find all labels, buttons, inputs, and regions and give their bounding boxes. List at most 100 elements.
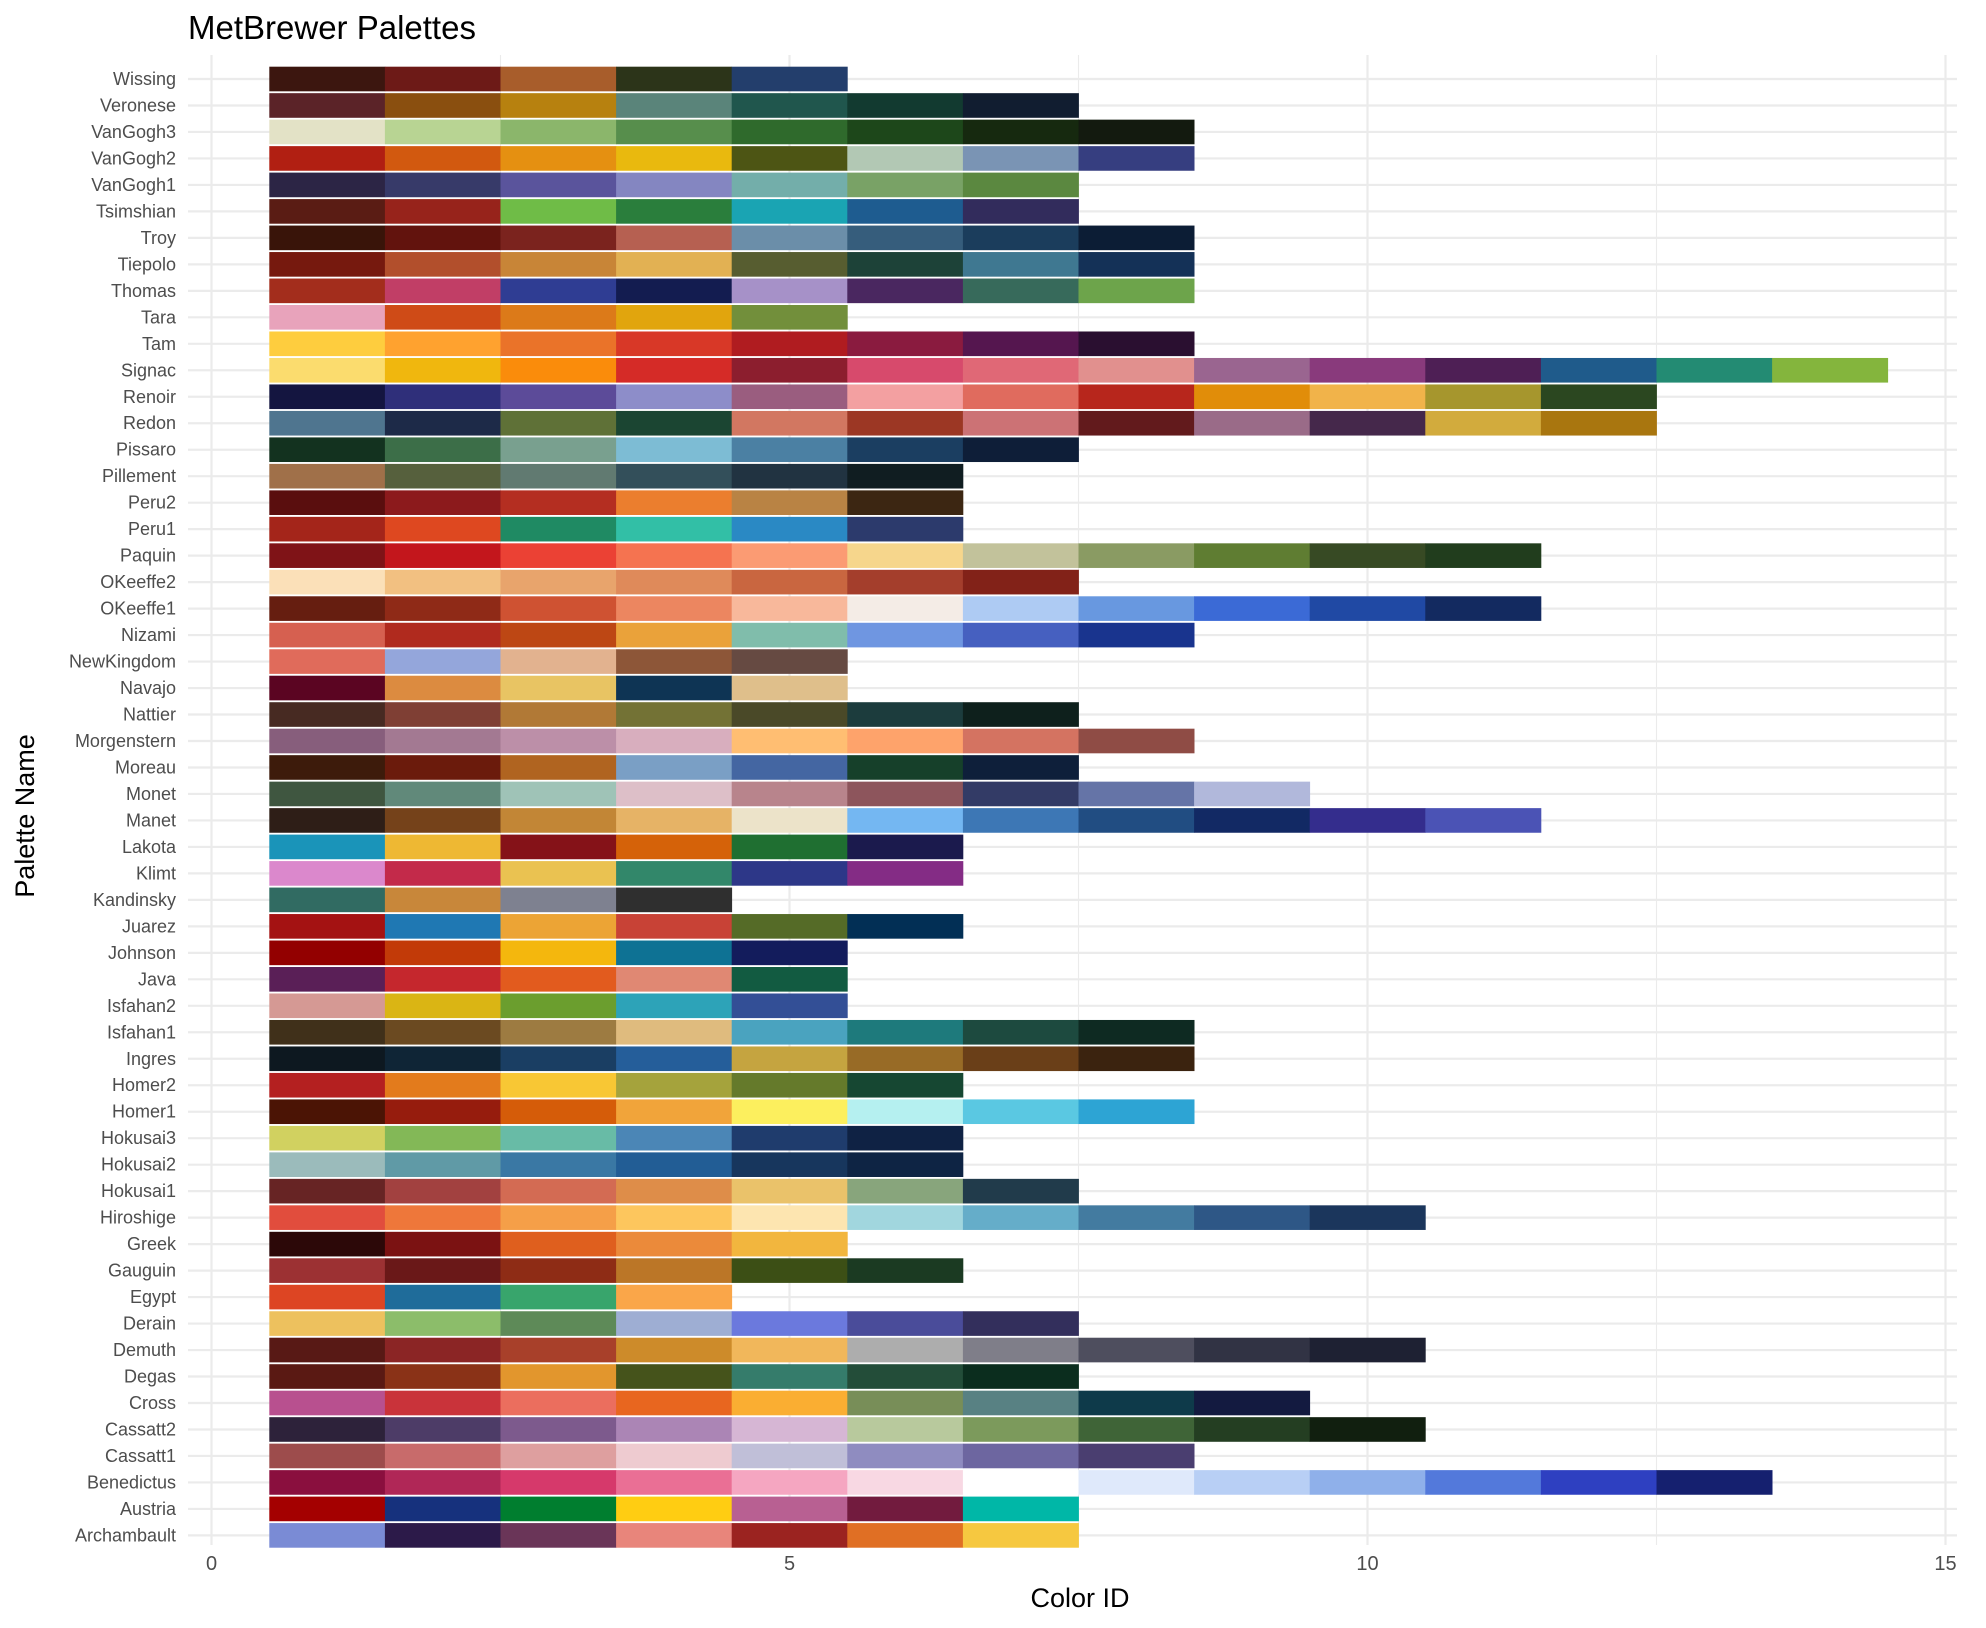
color-tile xyxy=(269,755,386,780)
color-tile xyxy=(1194,1390,1311,1416)
color-tile xyxy=(269,993,386,1019)
color-tile xyxy=(847,1470,964,1495)
color-tile xyxy=(962,146,1079,171)
color-tile xyxy=(269,622,386,648)
color-tile xyxy=(269,1019,386,1045)
x-axis-title: Color ID xyxy=(1030,1583,1129,1613)
color-tile xyxy=(1540,384,1657,410)
color-tile xyxy=(1194,1337,1311,1363)
y-tick-label: OKeeffe2 xyxy=(100,572,176,592)
color-tile xyxy=(384,1019,501,1045)
color-tile xyxy=(500,437,617,463)
color-tile xyxy=(269,781,386,807)
color-tile xyxy=(500,569,617,595)
color-tile xyxy=(847,1178,964,1204)
color-tile xyxy=(1078,781,1195,807)
color-tile xyxy=(847,278,964,304)
color-tile xyxy=(962,1019,1079,1045)
color-tile xyxy=(269,1125,386,1151)
color-tile xyxy=(384,199,501,224)
color-tile xyxy=(500,755,617,780)
color-tile xyxy=(731,1311,848,1336)
color-tile xyxy=(1194,410,1311,436)
color-tile xyxy=(269,861,386,886)
color-tile xyxy=(384,1523,501,1548)
y-tick-label: Pissaro xyxy=(116,440,176,460)
y-tick-label: Homer2 xyxy=(112,1075,176,1095)
color-tile xyxy=(1194,1470,1311,1495)
color-tile xyxy=(616,569,733,595)
color-tile xyxy=(269,649,386,674)
color-tile xyxy=(847,225,964,251)
color-tile xyxy=(616,331,733,357)
color-tile xyxy=(616,1046,733,1072)
color-tile xyxy=(1078,384,1195,410)
color-tile xyxy=(847,861,964,886)
color-tile xyxy=(384,1470,501,1495)
color-tile xyxy=(1309,543,1426,568)
color-tile xyxy=(384,728,501,754)
color-tile xyxy=(731,1364,848,1389)
color-tile xyxy=(731,1046,848,1072)
color-tile xyxy=(269,1417,386,1442)
color-tile xyxy=(731,93,848,118)
color-tile xyxy=(500,357,617,383)
color-tile xyxy=(731,755,848,780)
color-tile xyxy=(269,437,386,463)
color-tile xyxy=(1078,1390,1195,1416)
color-tile xyxy=(269,1099,386,1125)
y-tick-label: VanGogh2 xyxy=(91,148,176,168)
color-tile xyxy=(616,914,733,939)
color-tile xyxy=(500,1364,617,1389)
color-tile xyxy=(616,463,733,489)
color-tile xyxy=(962,252,1079,277)
color-tile xyxy=(269,543,386,568)
color-tile xyxy=(731,1152,848,1177)
color-tile xyxy=(269,1337,386,1363)
color-tile xyxy=(616,967,733,992)
color-tile xyxy=(616,1390,733,1416)
color-tile xyxy=(500,490,617,515)
color-tile xyxy=(616,940,733,966)
color-tile xyxy=(962,1099,1079,1125)
color-tile xyxy=(384,1125,501,1151)
color-tile xyxy=(616,357,733,383)
y-tick-label: Isfahan2 xyxy=(107,996,176,1016)
color-tile xyxy=(384,225,501,251)
color-tile xyxy=(847,702,964,727)
y-tick-label: Manet xyxy=(126,810,176,830)
color-tile xyxy=(962,1496,1079,1522)
color-tile xyxy=(616,437,733,463)
color-tile xyxy=(384,887,501,913)
color-tile xyxy=(731,225,848,251)
color-tile xyxy=(731,1019,848,1045)
y-tick-label: Peru1 xyxy=(128,519,176,539)
y-tick-label: Tara xyxy=(141,307,177,327)
color-tile xyxy=(962,172,1079,198)
color-tile xyxy=(616,596,733,621)
color-tile xyxy=(731,569,848,595)
color-tile xyxy=(616,384,733,410)
color-tile xyxy=(1309,384,1426,410)
color-tile xyxy=(616,410,733,436)
color-tile xyxy=(1194,357,1311,383)
y-tick-label: Gauguin xyxy=(108,1261,176,1281)
color-tile xyxy=(384,967,501,992)
color-tile xyxy=(269,1364,386,1389)
color-tile xyxy=(269,1470,386,1495)
color-tile xyxy=(500,543,617,568)
color-tile xyxy=(616,993,733,1019)
y-tick-label: Paquin xyxy=(120,546,176,566)
color-tile xyxy=(384,172,501,198)
color-tile xyxy=(500,463,617,489)
color-tile xyxy=(731,781,848,807)
color-tile xyxy=(731,410,848,436)
color-tile xyxy=(731,675,848,701)
color-tile xyxy=(269,278,386,304)
color-tile xyxy=(1078,1417,1195,1442)
color-tile xyxy=(500,1417,617,1442)
color-tile xyxy=(1309,1417,1426,1442)
color-tile xyxy=(1425,543,1542,568)
color-tile xyxy=(384,1072,501,1098)
color-tile xyxy=(616,1125,733,1151)
